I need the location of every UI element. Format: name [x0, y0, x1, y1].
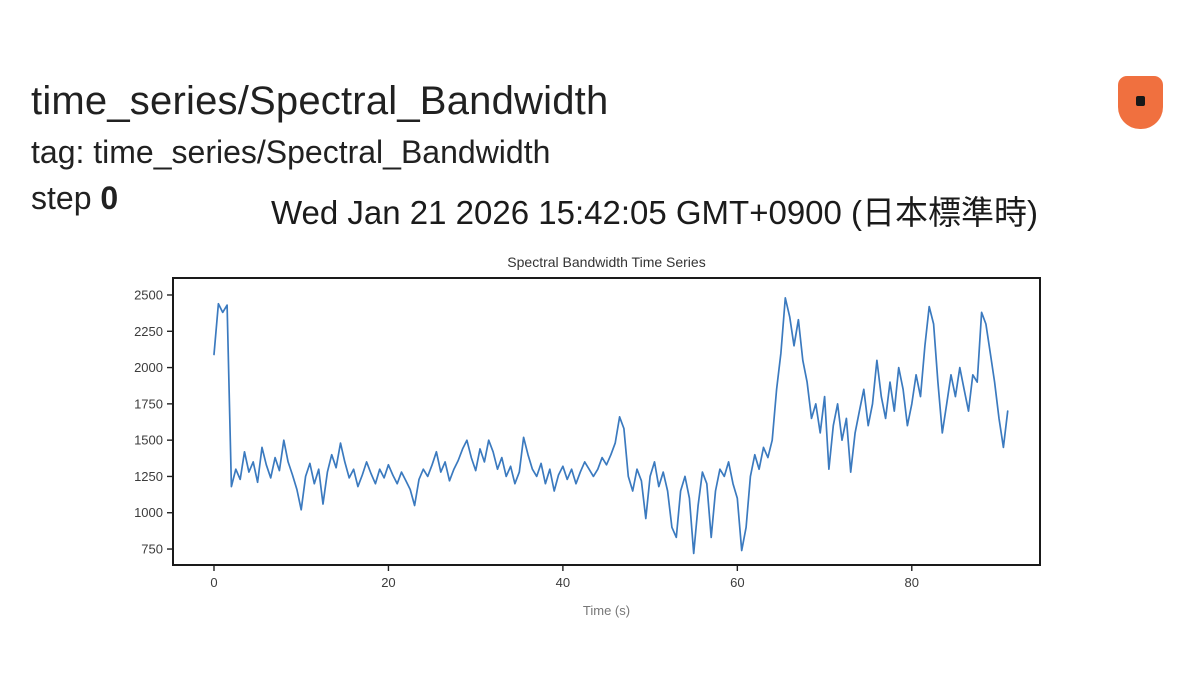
x-tick-label: 0	[210, 575, 217, 590]
y-tick-label: 1000	[134, 505, 163, 520]
chart-image: Spectral Bandwidth Time Series 750 1000 125…	[100, 248, 1060, 623]
page-title: time_series/Spectral_Bandwidth	[31, 79, 609, 123]
plot-frame	[172, 277, 1041, 566]
x-tick-label: 60	[730, 575, 744, 590]
pin-dot-icon	[1135, 96, 1145, 106]
y-tick-label: 2500	[134, 287, 163, 302]
pin-icon[interactable]	[1118, 76, 1163, 129]
step-value: 0	[100, 180, 119, 216]
step-indicator: step 0	[31, 180, 118, 217]
time-series-chart: Spectral Bandwidth Time Series 750 1000 125…	[134, 254, 1041, 618]
x-axis-label: Time (s)	[583, 603, 630, 618]
y-tick-label: 1250	[134, 469, 163, 484]
y-tick-label: 2000	[134, 360, 163, 375]
y-tick-label: 750	[141, 542, 163, 557]
chart-title: Spectral Bandwidth Time Series	[507, 254, 705, 270]
tag-label: tag: time_series/Spectral_Bandwidth	[31, 134, 551, 170]
y-tick-label: 1500	[134, 433, 163, 448]
y-tick-label: 1750	[134, 396, 163, 411]
y-tick-label: 2250	[134, 324, 163, 339]
x-tick-label: 20	[381, 575, 395, 590]
chart-line	[213, 297, 1009, 555]
x-tick-label: 40	[556, 575, 570, 590]
x-tick-label: 80	[905, 575, 919, 590]
step-label: step	[31, 180, 92, 216]
timestamp: Wed Jan 21 2026 15:42:05 GMT+0900 (日本標準時…	[271, 194, 1039, 231]
